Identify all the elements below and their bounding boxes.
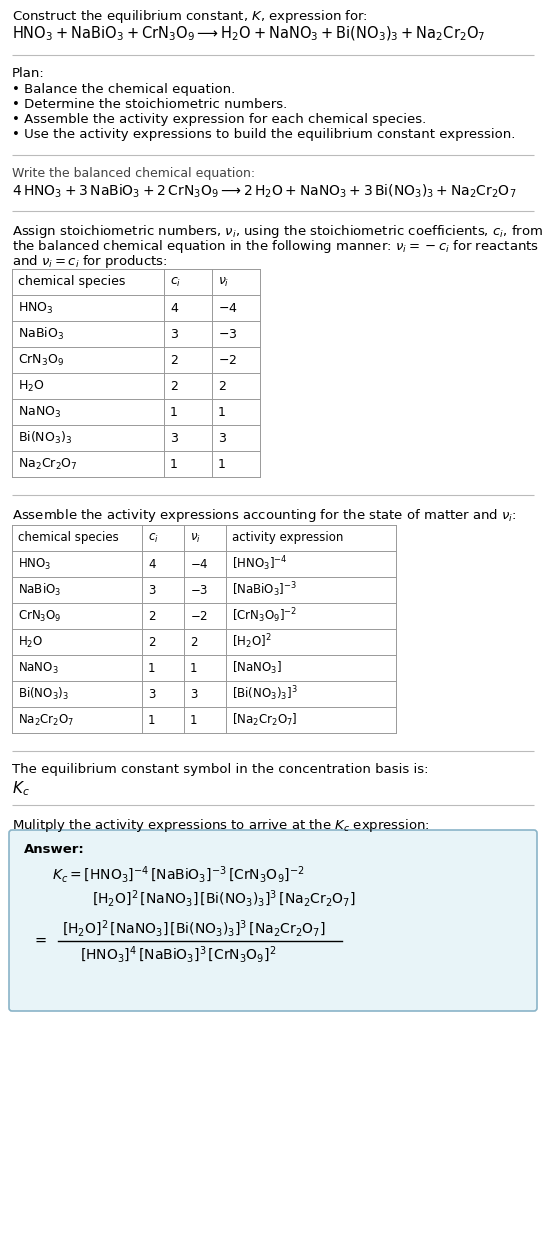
Text: 1: 1 [170,458,178,470]
Text: $c_i$: $c_i$ [148,531,159,545]
Text: 2: 2 [148,610,156,622]
Text: $[\mathrm{H_2O}]^2$: $[\mathrm{H_2O}]^2$ [232,632,271,651]
Text: $[\mathrm{NaBiO_3}]^{-3}$: $[\mathrm{NaBiO_3}]^{-3}$ [232,581,297,599]
Text: 2: 2 [190,635,198,649]
Text: $\mathrm{CrN_3O_9}$: $\mathrm{CrN_3O_9}$ [18,609,62,624]
Text: $[\mathrm{H_2O}]^2\,[\mathrm{NaNO_3}]\,[\mathrm{Bi(NO_3)_3}]^3\,[\mathrm{Na_2Cr_: $[\mathrm{H_2O}]^2\,[\mathrm{NaNO_3}]\,[… [92,889,355,910]
Text: $c_i$: $c_i$ [170,275,181,289]
Text: $\mathrm{CrN_3O_9}$: $\mathrm{CrN_3O_9}$ [18,352,64,367]
Text: and $\nu_i = c_i$ for products:: and $\nu_i = c_i$ for products: [12,253,168,270]
Text: $\nu_i$: $\nu_i$ [218,275,229,289]
Text: $\mathrm{H_2O}$: $\mathrm{H_2O}$ [18,379,45,394]
Text: 4: 4 [170,301,178,315]
Text: $-4$: $-4$ [218,301,238,315]
Text: Write the balanced chemical equation:: Write the balanced chemical equation: [12,168,255,180]
Text: 3: 3 [148,688,156,700]
Text: • Balance the chemical equation.: • Balance the chemical equation. [12,82,235,96]
Text: the balanced chemical equation in the following manner: $\nu_i = -c_i$ for react: the balanced chemical equation in the fo… [12,238,539,255]
Text: 4: 4 [148,558,156,570]
Text: $[\mathrm{H_2O}]^2\,[\mathrm{NaNO_3}]\,[\mathrm{Bi(NO_3)_3}]^3\,[\mathrm{Na_2Cr_: $[\mathrm{H_2O}]^2\,[\mathrm{NaNO_3}]\,[… [62,919,325,940]
Text: $\mathrm{Bi(NO_3)_3}$: $\mathrm{Bi(NO_3)_3}$ [18,430,72,446]
Text: Assign stoichiometric numbers, $\nu_i$, using the stoichiometric coefficients, $: Assign stoichiometric numbers, $\nu_i$, … [12,222,543,240]
Text: $-2$: $-2$ [190,610,208,622]
Text: $K_c$: $K_c$ [12,779,29,798]
Text: chemical species: chemical species [18,275,126,289]
Text: $[\mathrm{HNO_3}]^4\,[\mathrm{NaBiO_3}]^3\,[\mathrm{CrN_3O_9}]^2$: $[\mathrm{HNO_3}]^4\,[\mathrm{NaBiO_3}]^… [80,945,276,965]
Text: $\mathrm{4\,HNO_3 + 3\,NaBiO_3 + 2\,CrN_3O_9 \longrightarrow 2\,H_2O + NaNO_3 + : $\mathrm{4\,HNO_3 + 3\,NaBiO_3 + 2\,CrN_… [12,182,517,200]
Text: $\mathrm{NaBiO_3}$: $\mathrm{NaBiO_3}$ [18,326,64,342]
Text: $\mathrm{Na_2Cr_2O_7}$: $\mathrm{Na_2Cr_2O_7}$ [18,712,74,727]
Text: $-3$: $-3$ [190,584,209,596]
Text: $-4$: $-4$ [190,558,209,570]
Text: $\mathrm{Na_2Cr_2O_7}$: $\mathrm{Na_2Cr_2O_7}$ [18,456,78,471]
Text: $\mathrm{HNO_3}$: $\mathrm{HNO_3}$ [18,300,54,315]
Text: $\mathrm{HNO_3}$: $\mathrm{HNO_3}$ [18,556,51,571]
Text: • Determine the stoichiometric numbers.: • Determine the stoichiometric numbers. [12,98,287,111]
Text: 2: 2 [170,380,178,392]
Text: 3: 3 [148,584,156,596]
Text: $[\mathrm{Bi(NO_3)_3}]^3$: $[\mathrm{Bi(NO_3)_3}]^3$ [232,685,298,704]
Text: Assemble the activity expressions accounting for the state of matter and $\nu_i$: Assemble the activity expressions accoun… [12,508,517,524]
Text: $\mathrm{H_2O}$: $\mathrm{H_2O}$ [18,635,43,650]
Text: 3: 3 [170,328,178,340]
Text: 1: 1 [218,405,226,419]
Text: Plan:: Plan: [12,68,45,80]
Text: $\mathrm{NaNO_3}$: $\mathrm{NaNO_3}$ [18,405,61,420]
Text: 1: 1 [148,714,156,726]
Text: 1: 1 [218,458,226,470]
FancyBboxPatch shape [9,830,537,1011]
Text: $[\mathrm{HNO_3}]^{-4}$: $[\mathrm{HNO_3}]^{-4}$ [232,555,288,574]
Text: 1: 1 [190,661,198,675]
Text: The equilibrium constant symbol in the concentration basis is:: The equilibrium constant symbol in the c… [12,762,429,776]
Text: 1: 1 [170,405,178,419]
Text: $\mathrm{NaBiO_3}$: $\mathrm{NaBiO_3}$ [18,582,61,598]
Text: 2: 2 [148,635,156,649]
Text: 2: 2 [218,380,226,392]
Text: • Use the activity expressions to build the equilibrium constant expression.: • Use the activity expressions to build … [12,127,515,141]
Text: activity expression: activity expression [232,531,343,545]
Text: $\mathrm{NaNO_3}$: $\mathrm{NaNO_3}$ [18,660,58,675]
Text: $\mathrm{HNO_3 + NaBiO_3 + CrN_3O_9 \longrightarrow H_2O + NaNO_3 + Bi(NO_3)_3 +: $\mathrm{HNO_3 + NaBiO_3 + CrN_3O_9 \lon… [12,25,485,44]
Text: 3: 3 [190,688,197,700]
Text: 1: 1 [190,714,198,726]
Text: Construct the equilibrium constant, $K$, expression for:: Construct the equilibrium constant, $K$,… [12,8,368,25]
Text: $K_c = [\mathrm{HNO_3}]^{-4}\,[\mathrm{NaBiO_3}]^{-3}\,[\mathrm{CrN_3O_9}]^{-2}$: $K_c = [\mathrm{HNO_3}]^{-4}\,[\mathrm{N… [52,865,305,885]
Text: 3: 3 [218,431,226,445]
Text: 3: 3 [170,431,178,445]
Text: $[\mathrm{NaNO_3}]$: $[\mathrm{NaNO_3}]$ [232,660,282,676]
Text: 2: 2 [170,354,178,366]
Text: Answer:: Answer: [24,842,85,856]
Text: $-3$: $-3$ [218,328,238,340]
Text: $-2$: $-2$ [218,354,237,366]
Text: chemical species: chemical species [18,531,118,545]
Text: $[\mathrm{Na_2Cr_2O_7}]$: $[\mathrm{Na_2Cr_2O_7}]$ [232,712,298,727]
Text: $=$: $=$ [32,931,48,946]
Text: $\nu_i$: $\nu_i$ [190,531,201,545]
Text: Mulitply the activity expressions to arrive at the $K_c$ expression:: Mulitply the activity expressions to arr… [12,818,430,834]
Text: $[\mathrm{CrN_3O_9}]^{-2}$: $[\mathrm{CrN_3O_9}]^{-2}$ [232,606,297,625]
Text: 1: 1 [148,661,156,675]
Text: • Assemble the activity expression for each chemical species.: • Assemble the activity expression for e… [12,112,426,126]
Text: $\mathrm{Bi(NO_3)_3}$: $\mathrm{Bi(NO_3)_3}$ [18,686,69,702]
